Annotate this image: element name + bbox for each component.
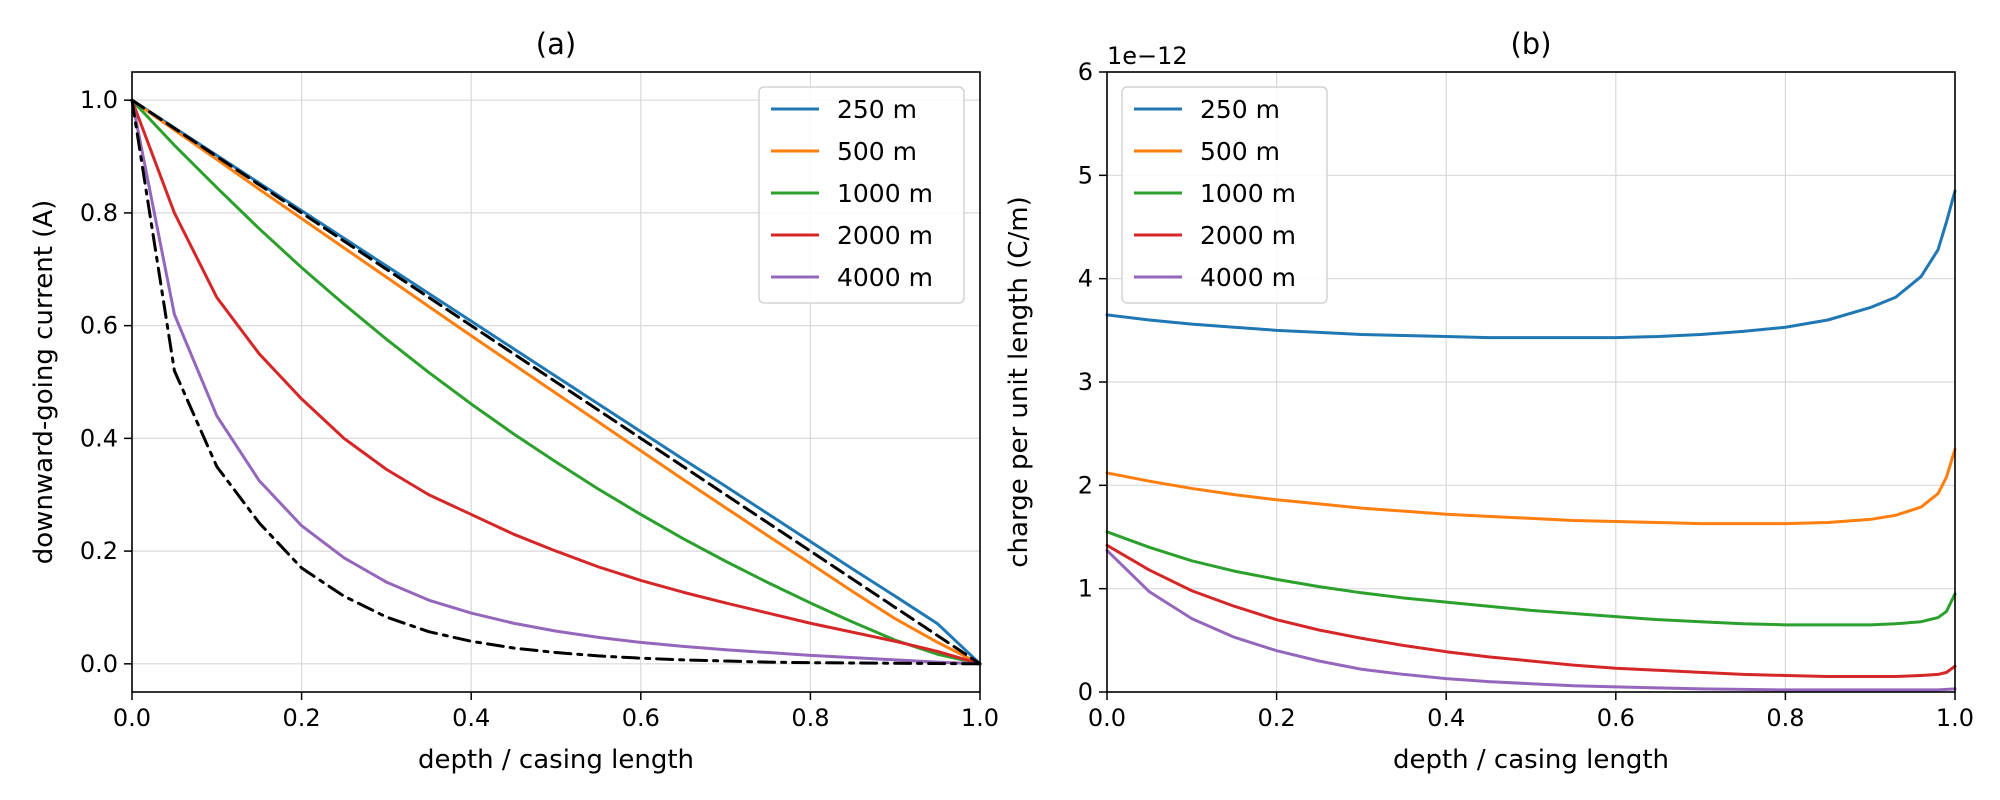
panel-b-y-tick-label: 5 <box>1078 161 1093 189</box>
panel-a-legend: 250 m 500 m 1000 m 2000 m 4000 m <box>758 86 965 304</box>
panel-a-legend-label-1000-m: 1000 m <box>837 179 933 208</box>
panel-b-x-tick-label: 0.8 <box>1766 704 1804 732</box>
panel-b-x-tick-label: 0.6 <box>1597 704 1635 732</box>
panel-b-legend-label-4000-m: 4000 m <box>1200 263 1296 292</box>
panel-a-legend-label-2000-m: 2000 m <box>837 221 933 250</box>
panel-b-legend-label-1000-m: 1000 m <box>1200 179 1296 208</box>
panel-b-x-tick-label: 0.0 <box>1088 704 1126 732</box>
panel-b-y-tick-label: 2 <box>1078 471 1093 499</box>
panel-b-y-tick-label: 0 <box>1078 678 1093 706</box>
panel-a-legend-box <box>758 86 965 304</box>
panel-b-x-tick-label: 1.0 <box>1936 704 1974 732</box>
panel-a-series-1000-m <box>130 98 982 666</box>
panel-b-title: (b) <box>1510 27 1551 61</box>
panel-a-x-tick-label: 1.0 <box>961 704 999 732</box>
panel-b-series-4000-m <box>1105 548 1957 692</box>
panel-a-y-tick-label: 0.2 <box>80 537 118 565</box>
panel-b-legend-box <box>1121 86 1328 304</box>
panel-a-ticks: 0.0 0.2 0.4 0.6 0.8 1.0 0.0 0.2 0.4 0.6 0.8 1.0 <box>80 86 999 732</box>
panel-b-y-axis-label: charge per unit length (C/m) <box>1004 196 1034 567</box>
panel-b-x-tick-label: 0.2 <box>1258 704 1296 732</box>
panel-b: 0.0 0.2 0.4 0.6 0.8 1.0 0 1 2 3 4 5 6 (b) depth / ca… <box>1004 27 1974 775</box>
panel-b-legend-label-250-m: 250 m <box>1200 95 1280 124</box>
panel-b-series-2000-m <box>1105 543 1957 678</box>
panel-a-series-2000-m <box>130 98 982 666</box>
panel-a-y-axis-label: downward-going current (A) <box>29 200 59 564</box>
panel-b-legend-label-500-m: 500 m <box>1200 137 1280 166</box>
panel-a-series-500-m <box>130 98 982 666</box>
panel-a: 0.0 0.2 0.4 0.6 0.8 1.0 0.0 0.2 0.4 0.6 0.8 1.0 (a)… <box>29 27 999 775</box>
panel-a-series <box>130 98 982 666</box>
panel-b-series-250-m <box>1105 189 1957 340</box>
panel-a-series-linear-reference <box>130 98 982 666</box>
panel-a-y-tick-label: 0.6 <box>80 312 118 340</box>
panel-b-ticks: 0.0 0.2 0.4 0.6 0.8 1.0 0 1 2 3 4 5 6 <box>1078 58 1974 732</box>
panel-b-legend-label-2000-m: 2000 m <box>1200 221 1296 250</box>
panel-a-x-tick-label: 0.0 <box>113 704 151 732</box>
panel-a-legend-label-500-m: 500 m <box>837 137 917 166</box>
panel-a-axes-frame <box>131 71 981 693</box>
panel-b-legend: 250 m 500 m 1000 m 2000 m 4000 m <box>1121 86 1328 304</box>
panel-b-x-tick-label: 0.4 <box>1427 704 1465 732</box>
panel-a-title: (a) <box>536 27 576 61</box>
panel-a-x-tick-label: 0.6 <box>622 704 660 732</box>
panel-a-x-tick-label: 0.4 <box>452 704 490 732</box>
panel-a-y-tick-label: 1.0 <box>80 86 118 114</box>
panel-a-series-250-m <box>130 98 982 666</box>
panel-b-series-1000-m <box>1105 530 1957 627</box>
panel-a-legend-label-4000-m: 4000 m <box>837 263 933 292</box>
panel-a-legend-label-250-m: 250 m <box>837 95 917 124</box>
panel-a-x-axis-label: depth / casing length <box>418 745 694 775</box>
panel-a-x-tick-label: 0.8 <box>791 704 829 732</box>
panel-b-series <box>1105 189 1957 692</box>
panel-b-x-axis-label: depth / casing length <box>1393 745 1669 775</box>
panel-a-y-tick-label: 0.0 <box>80 650 118 678</box>
panel-b-y-tick-label: 4 <box>1078 265 1093 293</box>
panel-b-series-500-m <box>1105 447 1957 526</box>
panel-b-y-tick-label: 3 <box>1078 368 1093 396</box>
panel-b-y-tick-label: 1 <box>1078 575 1093 603</box>
panel-b-y-offset-label: 1e−12 <box>1107 42 1188 70</box>
panel-a-series-4000-m <box>130 98 982 666</box>
panel-a-x-tick-label: 0.2 <box>283 704 321 732</box>
panel-a-y-tick-label: 0.4 <box>80 424 118 452</box>
panel-b-y-tick-label: 6 <box>1078 58 1093 86</box>
panel-a-series-exponential-reference <box>130 98 982 666</box>
panel-a-y-tick-label: 0.8 <box>80 199 118 227</box>
